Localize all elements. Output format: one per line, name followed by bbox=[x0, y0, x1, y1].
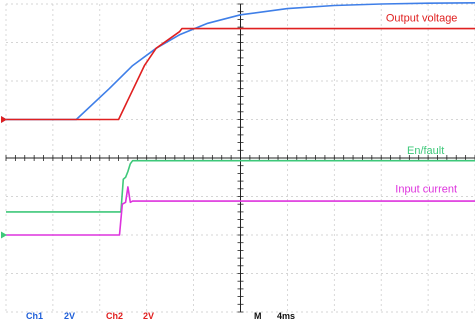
traces bbox=[6, 2, 475, 236]
trace-labels: Input voltageOutput voltageEn/faultInput… bbox=[386, 12, 458, 196]
graticule bbox=[5, 3, 475, 313]
ch2-ground-marker bbox=[1, 116, 7, 123]
input-voltage-trace bbox=[6, 2, 475, 121]
ch3-ground-marker bbox=[1, 231, 7, 239]
ground-markers bbox=[1, 116, 7, 239]
en-fault-label: En/fault bbox=[407, 145, 444, 157]
output-voltage-trace bbox=[6, 27, 475, 121]
ch1-label: Ch1 bbox=[26, 311, 43, 321]
timebase-value: 4ms bbox=[277, 311, 295, 321]
status-bar: Ch1 2V Ch2 2V M 4ms bbox=[26, 311, 295, 321]
input-current-trace bbox=[6, 186, 475, 236]
input-current-label: Input current bbox=[395, 184, 457, 196]
ch2-label: Ch2 bbox=[106, 311, 123, 321]
ch1-scale: 2V bbox=[64, 311, 75, 321]
output-voltage-label: Output voltage bbox=[386, 12, 458, 24]
timebase-label: M bbox=[254, 311, 262, 321]
ch2-scale: 2V bbox=[143, 311, 154, 321]
